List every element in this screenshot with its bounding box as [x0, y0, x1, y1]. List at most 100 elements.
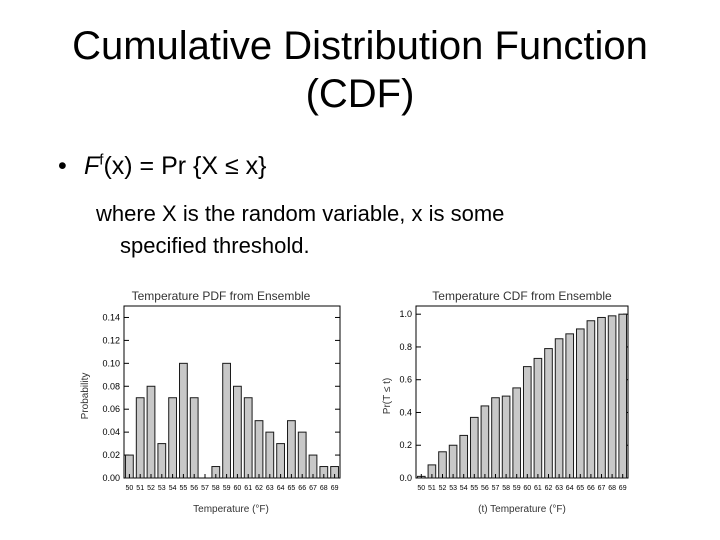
cdf-bar [607, 315, 617, 479]
cdf-y-tick-label: 0.4 [399, 407, 412, 417]
cdf-bar [512, 387, 522, 479]
cdf-frame [415, 305, 629, 479]
cdf-x-tick-label: 54 [460, 485, 468, 492]
pdf-x-tick-label: 54 [169, 485, 177, 492]
cdf-bar [586, 320, 596, 479]
pdf-x-tick-label: 64 [277, 485, 285, 492]
pdf-x-tick-label: 66 [298, 485, 306, 492]
cdf-bar [491, 397, 500, 479]
pdf-bar [222, 362, 231, 479]
bullet-explanation: where X is the random variable, x is som… [96, 198, 656, 262]
cdf-x-tick-label: 65 [576, 485, 584, 492]
cdf-x-tick-label: 60 [523, 485, 531, 492]
cdf-bar [544, 348, 553, 479]
cdf-x-tick-label: 55 [470, 485, 478, 492]
bullet-dot-icon: • [58, 152, 67, 181]
pdf-x-tick-label: 67 [309, 485, 317, 492]
pdf-x-tick-label: 50 [126, 485, 134, 492]
pdf-bar [254, 420, 264, 479]
pdf-x-tick-label: 65 [288, 485, 296, 492]
formula-rest: (x) = Pr {X ≤ x} [103, 152, 267, 181]
cdf-y-tick-label: 0.6 [399, 375, 412, 385]
pdf-x-tick-label: 53 [158, 485, 166, 492]
formula-text: Ff(x) = Pr {X ≤ x} [84, 152, 267, 180]
explanation-line1: where X is the random variable, x is som… [96, 201, 505, 226]
pdf-x-tick-label: 55 [180, 485, 188, 492]
pdf-x-tick-label: 62 [255, 485, 263, 492]
cdf-x-tick-label: 66 [587, 485, 595, 492]
cdf-x-tick-label: 56 [481, 485, 489, 492]
cdf-y-tick-label: 0.8 [399, 342, 412, 352]
pdf-x-tick-label: 68 [320, 485, 328, 492]
cdf-x-tick-label: 53 [449, 485, 457, 492]
cdf-bar [597, 316, 606, 479]
pdf-bar [168, 397, 177, 479]
pdf-bar [179, 362, 188, 479]
cdf-x-tick-label: 67 [598, 485, 606, 492]
formula-f: F [84, 152, 100, 181]
slide-title: Cumulative Distribution Function (CDF) [0, 22, 720, 118]
pdf-y-tick-label: 0.04 [102, 427, 120, 437]
pdf-y-tick-label: 0.10 [102, 358, 120, 368]
pdf-x-label: Temperature (°F) [193, 504, 269, 515]
pdf-x-tick-label: 52 [147, 485, 155, 492]
cdf-bar [459, 434, 469, 479]
cdf-y-label: Pr(T ≤ t) [382, 378, 393, 414]
cdf-plot-area: 0.0 0.2 0.4 0.6 0.8 1.0 50 51 52 53 54 55 56 57 58 59 60… [399, 305, 629, 492]
pdf-bar [297, 431, 307, 479]
pdf-y-tick-label: 0.08 [102, 381, 120, 391]
pdf-y-tick-label: 0.02 [102, 450, 120, 460]
pdf-x-tick-label: 60 [234, 485, 242, 492]
pdf-bar [189, 397, 199, 479]
cdf-bar [554, 338, 564, 479]
cdf-x-tick-label: 59 [513, 485, 521, 492]
pdf-x-tick-label: 51 [136, 485, 144, 492]
cdf-x-tick-label: 62 [545, 485, 553, 492]
cdf-bar [565, 333, 575, 479]
cdf-bar [469, 416, 479, 479]
pdf-x-tick-label: 58 [212, 485, 220, 492]
pdf-y-tick-label: 0.06 [102, 404, 120, 414]
formula-sup: f [99, 152, 104, 169]
cdf-bar [501, 395, 511, 479]
cdf-chart-title: Temperature CDF from Ensemble [432, 289, 612, 303]
pdf-x-tick-label: 57 [201, 485, 209, 492]
cdf-bar [480, 405, 490, 479]
cdf-x-tick-label: 58 [502, 485, 510, 492]
pdf-bar [146, 385, 156, 479]
cdf-x-tick-label: 63 [555, 485, 563, 492]
cdf-bar [618, 313, 628, 479]
cdf-chart: Temperature CDF from Ensemble 0.0 0.2 0.4 0… [382, 289, 629, 515]
pdf-y-tick-label: 0.12 [102, 335, 120, 345]
cdf-bar [522, 366, 532, 479]
pdf-bar [276, 443, 285, 479]
cdf-bar [575, 328, 585, 479]
slide-title-line2: (CDF) [305, 72, 415, 116]
pdf-bar [287, 420, 296, 479]
cdf-y-tick-label: 0.0 [399, 473, 412, 483]
cdf-x-label: (t) Temperature (°F) [478, 504, 566, 515]
cdf-y-tick-label: 0.2 [399, 440, 412, 450]
cdf-x-tick-label: 69 [619, 485, 627, 492]
cdf-x-tick-label: 50 [417, 485, 425, 492]
pdf-x-tick-label: 59 [223, 485, 231, 492]
pdf-frame [123, 305, 341, 479]
pdf-x-tick-label: 69 [331, 485, 339, 492]
pdf-y-tick-label: 0.14 [102, 312, 120, 322]
explanation-line2: specified threshold. [120, 233, 310, 258]
pdf-x-tick-label: 61 [244, 485, 252, 492]
cdf-x-tick-label: 64 [566, 485, 574, 492]
pdf-bar [265, 431, 275, 479]
pdf-bar [135, 397, 145, 479]
pdf-chart-title: Temperature PDF from Ensemble [132, 289, 311, 303]
slide-title-line1: Cumulative Distribution Function [72, 24, 648, 68]
pdf-y-tick-label: 0.00 [102, 473, 120, 483]
cdf-x-tick-label: 68 [608, 485, 616, 492]
pdf-x-tick-label: 56 [190, 485, 198, 492]
cdf-x-tick-label: 51 [428, 485, 436, 492]
pdf-bar [233, 385, 242, 479]
pdf-chart: Temperature PDF from Ensemble 0.00 0.02 0.… [80, 289, 341, 515]
pdf-bar [157, 443, 167, 479]
pdf-y-label: Probability [80, 373, 91, 420]
cdf-x-tick-label: 57 [492, 485, 500, 492]
